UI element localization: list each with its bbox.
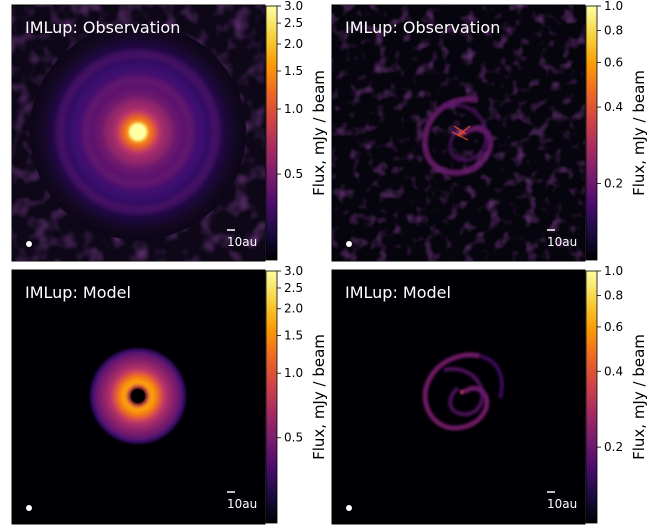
beam-marker	[346, 505, 352, 511]
panel-observation-spiral: IMLup: Observation 10au	[331, 4, 586, 262]
spiral-core	[458, 130, 464, 136]
colorbar-label: Flux, mJy / beam	[310, 334, 328, 460]
colorbar-tick-label: 2.0	[284, 302, 303, 316]
model-gap	[131, 389, 145, 403]
beam-marker	[26, 505, 32, 511]
panel-title: IMLup: Observation	[345, 18, 500, 37]
colorbar-model-continuum: 3.0 2.5 2.0 1.5 1.0 0.5 Flux, mJy / beam	[265, 264, 328, 524]
panel-title: IMLup: Model	[25, 283, 131, 302]
scale-bar-label: 10au	[227, 235, 257, 249]
colorbar-tick-label: 0.2	[604, 440, 623, 454]
colorbar-observation-spiral: 1.0 0.8 0.6 0.4 0.2 Flux, mJy / beam	[585, 0, 648, 261]
scale-bar-label: 10au	[547, 235, 577, 249]
colorbar-tick-label: 1.5	[284, 329, 303, 343]
panel-title: IMLup: Observation	[25, 18, 180, 37]
colorbar-tick-label: 0.4	[604, 100, 623, 114]
colorbar-tick-label: 1.0	[284, 366, 303, 380]
colorbar-tick-label: 1.5	[284, 64, 303, 78]
colorbar-gradient	[585, 270, 598, 524]
scale-bar-label: 10au	[227, 497, 257, 511]
colorbar-tick-label: 0.6	[604, 320, 623, 334]
ring-inner	[104, 98, 172, 166]
image-frame	[331, 269, 586, 525]
panel-model-continuum: IMLup: Model 10au	[11, 269, 266, 525]
colorbar-tick-label: 0.4	[604, 364, 623, 378]
colorbar-gradient	[265, 270, 278, 524]
beam-marker	[26, 241, 32, 247]
spiral-arm-2	[441, 102, 489, 163]
colorbar-gradient	[585, 5, 598, 261]
colorbar-model-spiral: 1.0 0.8 0.6 0.4 0.2 Flux, mJy / beam	[585, 264, 648, 524]
colorbar-observation-continuum: 3.0 2.5 2.0 1.5 1.0 0.5 Flux, mJy / beam	[265, 0, 328, 261]
ring-middle	[82, 76, 194, 188]
colorbar-tick-label: 0.8	[604, 288, 623, 302]
colorbar-gradient	[265, 5, 278, 261]
colorbar-tick-label: 0.8	[604, 24, 623, 38]
colorbar-tick-label: 3.0	[284, 0, 303, 13]
panel-observation-continuum: IMLup: Observation 10au	[11, 4, 266, 262]
colorbar-tick-label: 0.5	[284, 431, 303, 445]
colorbar-tick-label: 0.5	[284, 167, 303, 181]
colorbar-tick-label: 0.6	[604, 55, 623, 69]
colorbar-label: Flux, mJy / beam	[310, 70, 328, 196]
model-spiral-arm-2	[443, 367, 485, 417]
colorbar-tick-label: 1.0	[604, 0, 623, 13]
model-spiral-arm-1	[422, 352, 490, 431]
panel-title: IMLup: Model	[345, 283, 451, 302]
model-spiral-tail	[479, 354, 504, 399]
colorbar-tick-label: 3.0	[284, 264, 303, 278]
scale-bar-label: 10au	[547, 497, 577, 511]
colorbar-tick-label: 0.2	[604, 177, 623, 191]
colorbar-tick-label: 1.0	[604, 264, 623, 278]
panel-model-spiral: IMLup: Model 10au	[331, 269, 586, 525]
colorbar-tick-label: 2.0	[284, 37, 303, 51]
beam-marker	[346, 241, 352, 247]
colorbar-label: Flux, mJy / beam	[630, 70, 648, 196]
colorbar-tick-label: 2.5	[284, 16, 303, 30]
colorbar-tick-label: 1.0	[284, 102, 303, 116]
ring-outer	[55, 49, 221, 215]
colorbar-label: Flux, mJy / beam	[630, 334, 648, 460]
model-spiral-core	[459, 389, 465, 395]
colorbar-tick-label: 2.5	[284, 281, 303, 295]
spiral-arm-1	[421, 96, 494, 176]
bright-core	[129, 123, 147, 141]
